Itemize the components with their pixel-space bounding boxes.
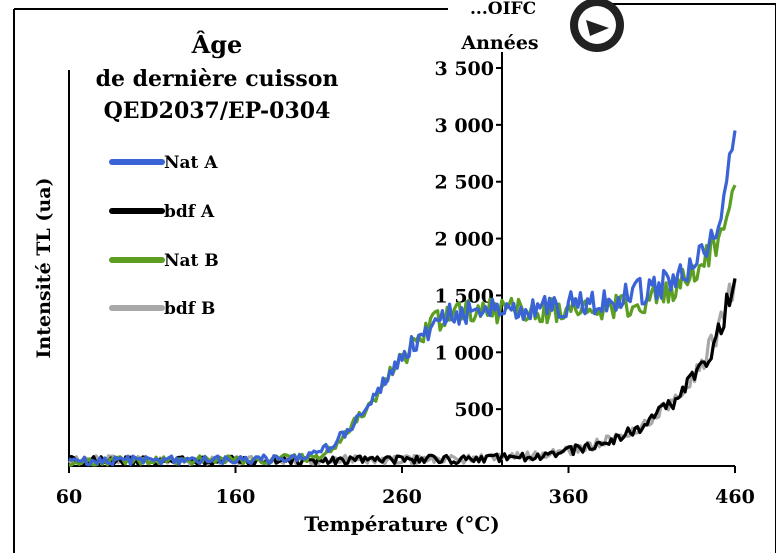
series-line-nat-b bbox=[68, 184, 737, 467]
y2-tick-label: 500 bbox=[454, 399, 494, 421]
secondary-y-ticks: 500 1 000 1 500 2 000 2 500 3 000 3 500 bbox=[435, 58, 502, 421]
chart-title: Âge de dernière cuisson QED2037/EP-0304 bbox=[96, 30, 339, 124]
x-ticks: 60 160 260 360 460 bbox=[56, 466, 755, 508]
secondary-y-axis-title: Années bbox=[460, 32, 538, 54]
stamp-text: ...OIFC bbox=[470, 0, 536, 19]
legend-label: bdf B bbox=[164, 299, 215, 319]
x-tick-label: 360 bbox=[549, 486, 589, 508]
x-tick-label: 260 bbox=[382, 486, 422, 508]
legend-item: Nat A bbox=[109, 153, 218, 173]
stamp-arrow-icon bbox=[586, 20, 609, 36]
legend: Nat A bdf A Nat B bdf B bbox=[109, 153, 219, 319]
chart-title-line-1: Âge bbox=[191, 30, 243, 59]
x-tick-label: 160 bbox=[216, 486, 256, 508]
series-line-bdf-a bbox=[68, 278, 737, 467]
legend-item: Nat B bbox=[109, 251, 219, 271]
legend-item: bdf A bbox=[109, 202, 215, 222]
chart-title-line-3: QED2037/EP-0304 bbox=[104, 98, 331, 124]
y2-tick-label: 2 500 bbox=[435, 172, 495, 194]
x-tick-label: 60 bbox=[56, 486, 82, 508]
y2-tick-label: 2 000 bbox=[435, 229, 495, 251]
series-layer bbox=[68, 130, 737, 467]
legend-label: bdf A bbox=[164, 202, 215, 222]
chart-title-line-2: de dernière cuisson bbox=[96, 66, 339, 92]
x-axis-label: Température (°C) bbox=[304, 512, 500, 536]
legend-item: bdf B bbox=[109, 299, 215, 319]
y2-tick-label: 3 000 bbox=[435, 115, 495, 137]
series-line-nat-a bbox=[68, 130, 737, 467]
y2-tick-label: 3 500 bbox=[435, 58, 495, 80]
legend-label: Nat A bbox=[164, 153, 218, 173]
stamp: ...OIFC bbox=[470, 0, 624, 52]
y-axis-label: Intensité TL (ua) bbox=[33, 178, 55, 359]
y2-tick-label: 1 500 bbox=[435, 285, 495, 307]
legend-label: Nat B bbox=[164, 251, 219, 271]
y2-tick-label: 1 000 bbox=[435, 342, 495, 364]
x-tick-label: 460 bbox=[715, 486, 755, 508]
